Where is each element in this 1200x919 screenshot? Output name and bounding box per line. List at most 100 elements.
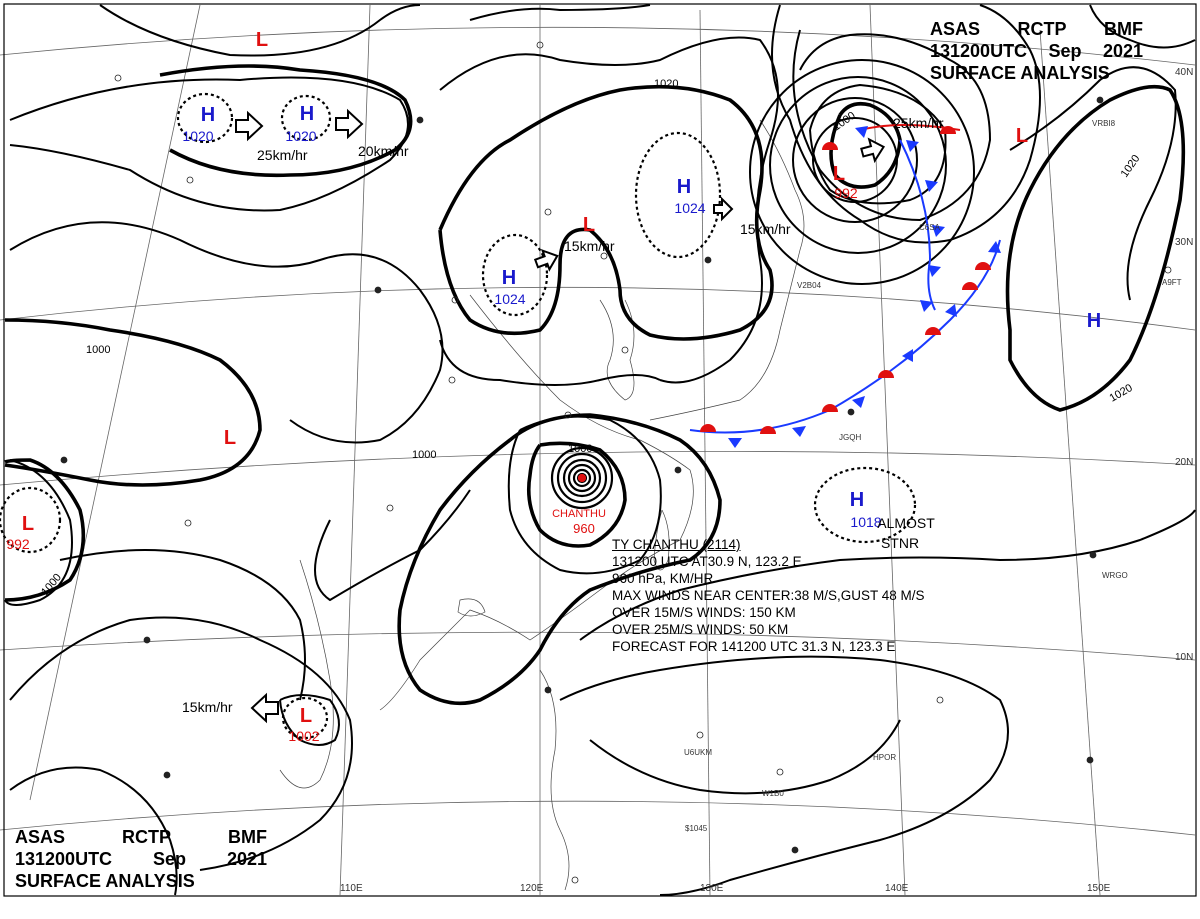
typhoon-info-line: FORECAST FOR 141200 UTC 31.3 N, 123.3 E <box>612 639 896 654</box>
isobar <box>579 509 1196 641</box>
station-dot <box>696 731 704 739</box>
low-ring <box>812 117 898 203</box>
isobars-dashed <box>0 92 917 740</box>
stationary-note: ALMOST <box>877 515 935 531</box>
station-dot <box>186 176 194 184</box>
isobar <box>559 655 1009 896</box>
typhoon-info-line: 131200 UTC AT30.9 N, 123.2 E <box>612 554 802 569</box>
motion-speed: 25km/hr <box>257 147 308 163</box>
station-code: U6UKM <box>684 748 712 757</box>
header-month: Sep <box>153 849 187 869</box>
header-row-2: 131200UTC Sep 2021 <box>930 40 1143 62</box>
station-dot <box>184 519 192 527</box>
header-year: 2021 <box>1102 41 1143 61</box>
header-agency: BMF <box>227 827 267 847</box>
arrow-right-icon <box>335 108 364 140</box>
dashed-isobar-h1024-east <box>634 131 722 259</box>
cold-front-triangle <box>792 426 806 437</box>
coastline-china <box>379 294 694 711</box>
warm-front-bump <box>925 327 941 335</box>
typhoon-info-line: OVER 15M/S WINDS: 150 KM <box>612 605 796 620</box>
low-pressure-value: 992 <box>834 185 858 201</box>
dashed-isobar-l1002 <box>281 696 329 740</box>
isobar-value: 1020 <box>654 78 678 90</box>
warm-front-bump <box>822 142 838 150</box>
station-dot <box>674 466 682 474</box>
header-region: ASAS <box>15 827 66 847</box>
isobar <box>4 459 73 606</box>
station-dot <box>621 346 629 354</box>
station-dot <box>544 686 552 694</box>
low-symbol: L <box>224 427 236 449</box>
isobar-value: 1000 <box>86 344 110 356</box>
typhoon-info-line: TY CHANTHU (2114) <box>612 537 741 552</box>
high-symbol: H <box>300 103 314 125</box>
low-ring <box>792 97 918 223</box>
map-header-top-right: ASAS RCTP BMF 131200UTC Sep 2021 SURFACE… <box>930 18 1143 84</box>
coastline-philippines <box>539 669 570 891</box>
isobar <box>314 489 471 602</box>
cold-front-triangle <box>932 225 945 237</box>
cold-front-triangles <box>728 126 1001 448</box>
station-dot <box>416 116 424 124</box>
coastline-taiwan <box>653 509 670 571</box>
station-dot <box>600 252 608 260</box>
high-symbol: H <box>201 104 215 126</box>
high-pressure-value: 1020 <box>285 128 316 144</box>
cold-front-triangle <box>728 438 742 448</box>
isobar <box>9 766 178 896</box>
low-symbol: L <box>583 214 595 236</box>
low-symbol: L <box>300 705 312 727</box>
coastlines <box>279 119 805 891</box>
station-dot <box>776 768 784 776</box>
typhoon-ring <box>567 463 597 493</box>
station-dot <box>374 286 382 294</box>
longitude-label: 110E <box>340 883 363 894</box>
station-dot <box>1164 266 1172 274</box>
isobar-1000-north <box>829 101 902 189</box>
station-codes: VRBI8 A9FT C6SA U6UKM V2B04 JGQH WRGO HP… <box>684 119 1182 833</box>
high-symbol: H <box>677 176 691 198</box>
station-dot <box>114 74 122 82</box>
station-dot <box>1086 756 1094 764</box>
station-dot <box>564 411 572 419</box>
isobar-value: 1000 <box>568 443 592 455</box>
stationary-note: STNR <box>881 535 919 551</box>
longitude-label: 140E <box>885 883 909 894</box>
isobar-1000-left <box>4 318 262 487</box>
low-ring <box>769 76 947 254</box>
station-code: W1B0 <box>762 789 784 798</box>
isobar <box>1009 66 1177 301</box>
high-pressure-value: 1020 <box>182 128 213 144</box>
isobar <box>439 339 661 386</box>
high-pressure-value: 1024 <box>674 200 705 216</box>
latitude-label: 40N <box>1175 67 1193 78</box>
isobar <box>279 694 340 746</box>
low-symbol: L <box>256 29 268 51</box>
header-agency: BMF <box>1103 19 1143 39</box>
station-code: V2B04 <box>797 281 822 290</box>
motion-speed: 25km/hr <box>893 115 944 131</box>
isobars-thin <box>4 4 1196 896</box>
station-code: C6SA <box>919 223 941 232</box>
arrow-left-icon <box>250 692 279 724</box>
fronts <box>689 124 1001 448</box>
arrow-right-icon <box>860 137 886 164</box>
header-row-2: 131200UTC Sep 2021 <box>15 848 267 870</box>
cold-front-triangle <box>928 265 941 277</box>
station-dot <box>571 876 579 884</box>
motion-speed-labels: 25km/hr 20km/hr 15km/hr 15km/hr 25km/hr … <box>182 115 944 715</box>
station-dot <box>448 376 456 384</box>
low-pressure-value: 992 <box>6 536 30 552</box>
station-code: $1045 <box>685 824 708 833</box>
cold-front-triangle <box>852 396 865 408</box>
header-station: RCTP <box>1017 19 1067 39</box>
station-dot <box>847 408 855 416</box>
low-symbol: L <box>1016 125 1028 147</box>
station-dot <box>1089 551 1097 559</box>
typhoon-info-line: 960 hPa, KM/HR <box>612 571 714 586</box>
typhoon-ring <box>550 446 614 510</box>
station-code: WRGO <box>1102 571 1128 580</box>
coastline-japan <box>649 119 805 421</box>
typhoon-info-line: MAX WINDS NEAR CENTER:38 M/S,GUST 48 M/S <box>612 588 925 603</box>
